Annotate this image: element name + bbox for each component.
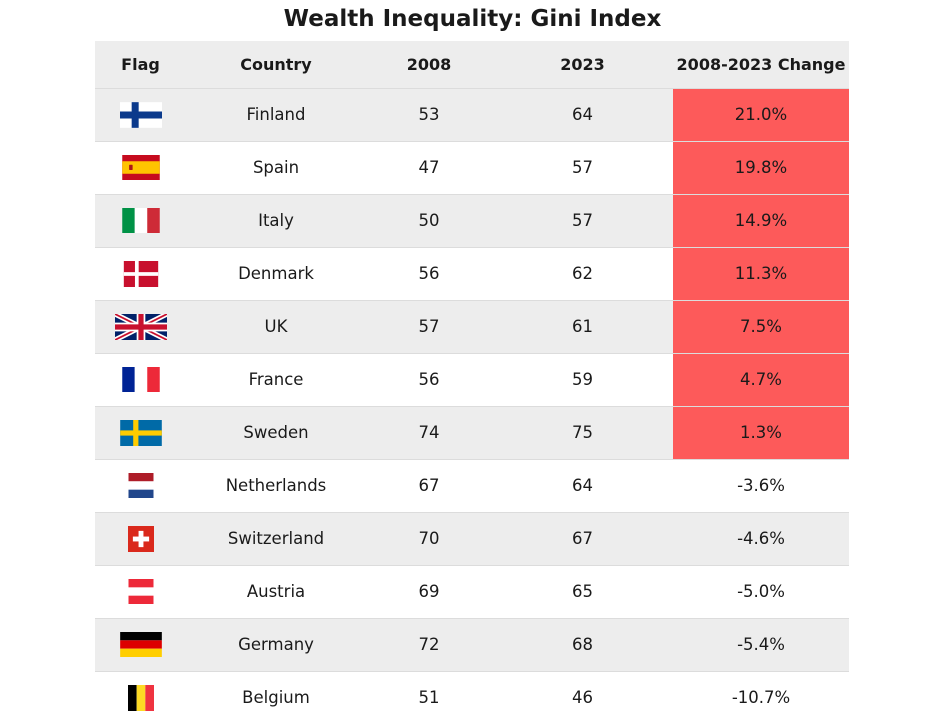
column-header-country: Country (240, 54, 312, 74)
flag-cell (95, 246, 186, 300)
change-cell: 21.0% (673, 87, 849, 141)
table-row: Finland 53 64 21.0% (95, 87, 849, 141)
country-cell: France (186, 352, 366, 406)
column-header-2023: 2023 (560, 54, 605, 74)
table-row: Austria 69 65 -5.0% (95, 564, 849, 618)
chart-title: Wealth Inequality: Gini Index (283, 6, 662, 32)
country-cell: UK (186, 299, 366, 353)
change-cell: 14.9% (673, 193, 849, 247)
country-cell: Denmark (186, 246, 366, 300)
table-row: Spain 47 57 19.8% (95, 140, 849, 194)
table-row: France 56 59 4.7% (95, 352, 849, 406)
change-cell: -4.6% (673, 511, 849, 565)
flag-cell (95, 511, 186, 565)
table-row: Italy 50 57 14.9% (95, 193, 849, 247)
table-body: Finland 53 64 21.0% Spain 47 57 19.8% Italy 50 57 1… (95, 87, 849, 724)
finland-flag-icon (95, 101, 186, 128)
value-2008-cell: 69 (366, 564, 492, 618)
value-2023-cell: 57 (492, 193, 673, 247)
value-2023-cell: 65 (492, 564, 673, 618)
flag-cell (95, 87, 186, 141)
value-2023-cell: 62 (492, 246, 673, 300)
country-cell: Spain (186, 140, 366, 194)
flag-cell (95, 458, 186, 512)
sweden-flag-icon (95, 419, 186, 446)
uk-flag-icon (95, 311, 186, 342)
value-2008-cell: 57 (366, 299, 492, 353)
value-2023-cell: 68 (492, 617, 673, 671)
table-row: Sweden 74 75 1.3% (95, 405, 849, 459)
header-row: Flag Country 2008 2023 2008-2023 Change (95, 41, 849, 88)
germany-flag-icon (95, 632, 186, 657)
country-cell: Switzerland (186, 511, 366, 565)
table-row: Switzerland 70 67 -4.6% (95, 511, 849, 565)
country-cell: Netherlands (186, 458, 366, 512)
spain-flag-icon (95, 155, 186, 180)
table-row: UK 57 61 7.5% (95, 299, 849, 353)
change-cell: -10.7% (673, 670, 849, 724)
flag-cell (95, 617, 186, 671)
value-2008-cell: 70 (366, 511, 492, 565)
change-cell: 1.3% (673, 405, 849, 459)
value-2023-cell: 67 (492, 511, 673, 565)
netherlands-flag-icon (95, 473, 186, 498)
change-cell: -5.4% (673, 617, 849, 671)
flag-cell (95, 405, 186, 459)
country-cell: Sweden (186, 405, 366, 459)
value-2008-cell: 56 (366, 352, 492, 406)
value-2008-cell: 50 (366, 193, 492, 247)
column-header-flag: Flag (121, 54, 160, 74)
table-row: Germany 72 68 -5.4% (95, 617, 849, 671)
value-2023-cell: 64 (492, 458, 673, 512)
country-cell: Belgium (186, 670, 366, 724)
value-2023-cell: 57 (492, 140, 673, 194)
change-cell: 11.3% (673, 246, 849, 300)
value-2008-cell: 56 (366, 246, 492, 300)
value-2023-cell: 64 (492, 87, 673, 141)
change-cell: 4.7% (673, 352, 849, 406)
change-cell: -3.6% (673, 458, 849, 512)
value-2008-cell: 67 (366, 458, 492, 512)
france-flag-icon (95, 367, 186, 392)
flag-cell (95, 299, 186, 353)
value-2023-cell: 46 (492, 670, 673, 724)
value-2008-cell: 72 (366, 617, 492, 671)
country-cell: Finland (186, 87, 366, 141)
table-row: Netherlands 67 64 -3.6% (95, 458, 849, 512)
country-cell: Germany (186, 617, 366, 671)
italy-flag-icon (95, 208, 186, 233)
flag-cell (95, 193, 186, 247)
austria-flag-icon (95, 579, 186, 604)
flag-cell (95, 352, 186, 406)
table-row: Belgium 51 46 -10.7% (95, 670, 849, 724)
value-2023-cell: 75 (492, 405, 673, 459)
value-2023-cell: 61 (492, 299, 673, 353)
flag-cell (95, 140, 186, 194)
table-row: Denmark 56 62 11.3% (95, 246, 849, 300)
value-2008-cell: 74 (366, 405, 492, 459)
country-cell: Italy (186, 193, 366, 247)
belgium-flag-icon (95, 684, 186, 711)
flag-cell (95, 564, 186, 618)
value-2008-cell: 51 (366, 670, 492, 724)
change-cell: 19.8% (673, 140, 849, 194)
value-2023-cell: 59 (492, 352, 673, 406)
value-2008-cell: 47 (366, 140, 492, 194)
country-cell: Austria (186, 564, 366, 618)
column-header-change: 2008-2023 Change (676, 54, 846, 74)
denmark-flag-icon (95, 260, 186, 287)
flag-cell (95, 670, 186, 724)
change-cell: -5.0% (673, 564, 849, 618)
gini-table: Flag Country 2008 2023 2008-2023 Change … (95, 41, 849, 724)
switzerland-flag-icon (95, 525, 186, 552)
column-header-2008: 2008 (406, 54, 452, 74)
value-2008-cell: 53 (366, 87, 492, 141)
change-cell: 7.5% (673, 299, 849, 353)
